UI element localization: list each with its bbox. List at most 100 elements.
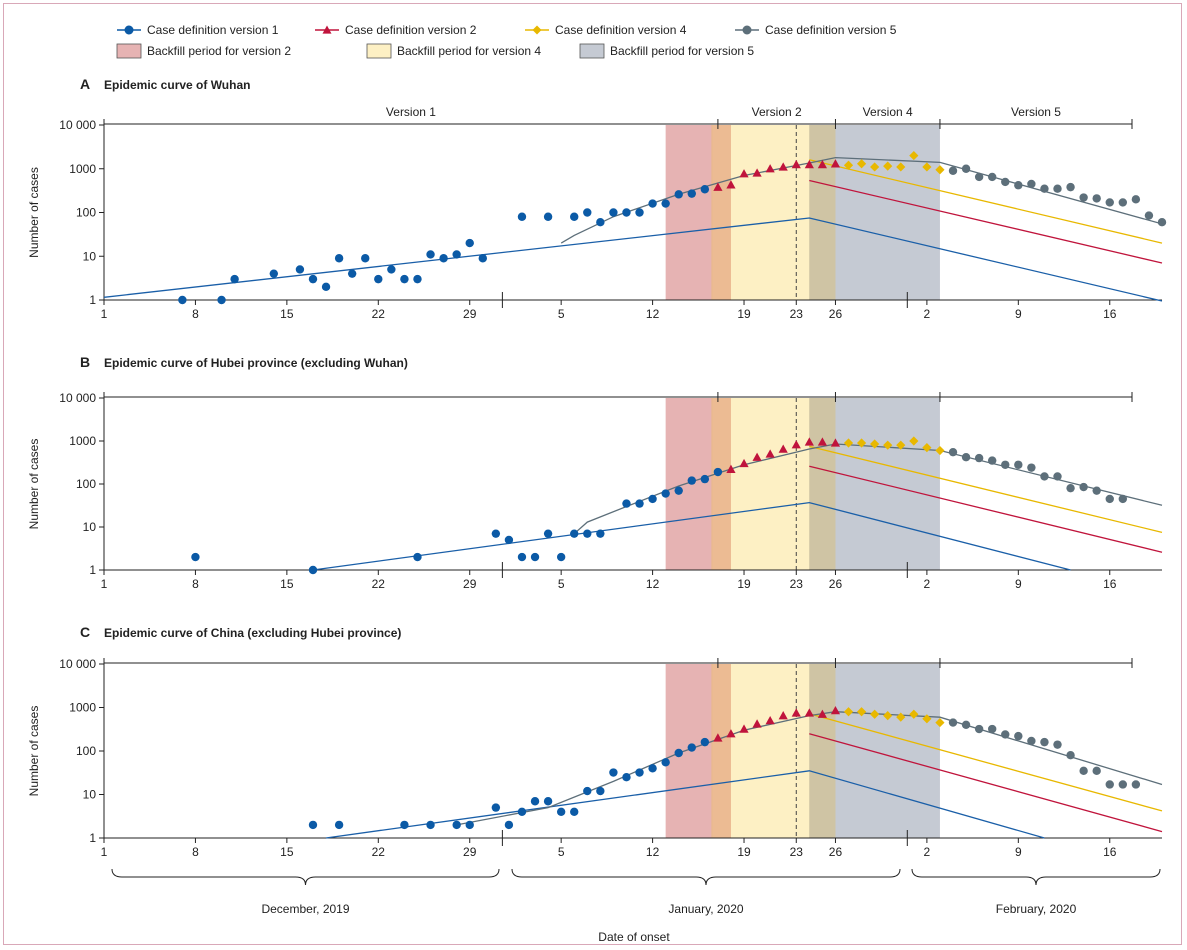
data-point <box>909 150 919 161</box>
month-brace <box>511 868 901 886</box>
data-point <box>765 164 775 173</box>
data-point <box>1066 751 1075 760</box>
data-point <box>635 499 644 508</box>
data-point <box>739 169 749 178</box>
data-point <box>1014 731 1023 741</box>
y-tick-label: 100 <box>76 477 96 491</box>
data-point <box>648 764 657 773</box>
x-tick-label: 9 <box>1015 577 1022 591</box>
data-point <box>1014 181 1023 190</box>
data-point <box>504 820 514 830</box>
data-point <box>726 729 736 738</box>
backfill-shade <box>717 125 823 300</box>
data-point <box>713 733 723 742</box>
circle-marker <box>124 25 134 35</box>
backfill-overlap <box>712 664 731 838</box>
series-case-definition-version-4 <box>843 436 945 456</box>
data-point <box>556 807 566 817</box>
data-point <box>334 820 344 830</box>
backfill-overlap <box>809 398 836 570</box>
y-tick-label: 1000 <box>69 701 96 715</box>
x-tick-label: 12 <box>646 845 660 859</box>
data-point <box>178 295 187 305</box>
data-point <box>870 709 880 719</box>
data-point <box>1105 780 1114 789</box>
triangle-marker <box>322 25 332 34</box>
data-point <box>1014 460 1023 469</box>
data-point <box>909 709 919 719</box>
x-tick-label: 15 <box>280 307 294 321</box>
data-point <box>1118 494 1128 504</box>
data-point <box>387 265 396 274</box>
data-point <box>1131 780 1141 789</box>
legend-item-3 <box>525 25 549 35</box>
data-point <box>870 162 880 172</box>
legend-period-label: Backfill period for version 2 <box>147 44 291 58</box>
x-tick-label: 8 <box>192 307 199 321</box>
data-point <box>465 238 474 248</box>
data-point <box>804 159 814 169</box>
data-point <box>961 164 971 173</box>
data-point <box>674 190 683 199</box>
backfill-overlap <box>712 398 731 570</box>
data-point <box>791 159 801 169</box>
data-point <box>661 199 670 208</box>
y-tick-label: 100 <box>76 744 96 758</box>
data-point <box>804 437 814 446</box>
y-tick-label: 10 000 <box>59 657 96 671</box>
data-point <box>517 807 527 817</box>
data-point <box>543 797 553 806</box>
version-label: Version 5 <box>1011 105 1061 119</box>
data-point <box>674 748 683 758</box>
legend-label: Case definition version 5 <box>765 23 897 37</box>
y-tick-label: 1000 <box>69 434 96 448</box>
data-point <box>870 439 880 449</box>
panel-letter: A <box>80 76 90 92</box>
backfill-shade <box>835 125 940 300</box>
data-point <box>269 269 279 278</box>
panel-title: Epidemic curve of Wuhan <box>104 78 250 92</box>
data-point <box>896 712 906 722</box>
data-point <box>1040 472 1049 481</box>
data-point <box>570 529 579 538</box>
data-point <box>1105 198 1114 207</box>
data-point <box>1066 182 1075 192</box>
data-point <box>648 199 657 208</box>
data-point <box>739 458 749 468</box>
x-tick-label: 23 <box>790 307 804 321</box>
data-point <box>856 438 867 448</box>
x-tick-label: 29 <box>463 845 477 859</box>
data-point <box>1040 737 1049 747</box>
data-point <box>804 708 814 717</box>
data-point <box>217 295 226 305</box>
panel-title: Epidemic curve of Hubei province (exclud… <box>104 356 408 370</box>
data-point <box>700 737 710 747</box>
legend-item-2 <box>315 25 339 34</box>
x-tick-label: 29 <box>463 577 477 591</box>
data-point <box>413 552 422 562</box>
data-point <box>361 254 370 263</box>
data-point <box>961 720 971 730</box>
data-point <box>1066 483 1075 493</box>
legend-label: Case definition version 4 <box>555 23 687 37</box>
data-point <box>830 159 841 168</box>
data-point <box>583 529 592 538</box>
data-point <box>1053 740 1062 749</box>
data-point <box>700 474 710 484</box>
y-tick-label: 10 <box>83 520 97 534</box>
data-point <box>909 436 919 446</box>
data-point <box>478 254 487 263</box>
data-point <box>948 718 958 727</box>
y-tick-label: 1 <box>89 293 96 307</box>
month-label: December, 2019 <box>261 902 349 916</box>
data-point <box>321 282 331 292</box>
data-point <box>883 161 893 171</box>
data-point <box>1144 211 1154 220</box>
panel-title: Epidemic curve of China (excluding Hubei… <box>104 626 401 640</box>
data-point <box>347 269 357 278</box>
data-point <box>987 724 997 734</box>
series-case-definition-version-2 <box>713 159 841 191</box>
backfill-shade <box>717 664 823 838</box>
data-point <box>1092 486 1101 495</box>
data-point <box>530 797 540 806</box>
